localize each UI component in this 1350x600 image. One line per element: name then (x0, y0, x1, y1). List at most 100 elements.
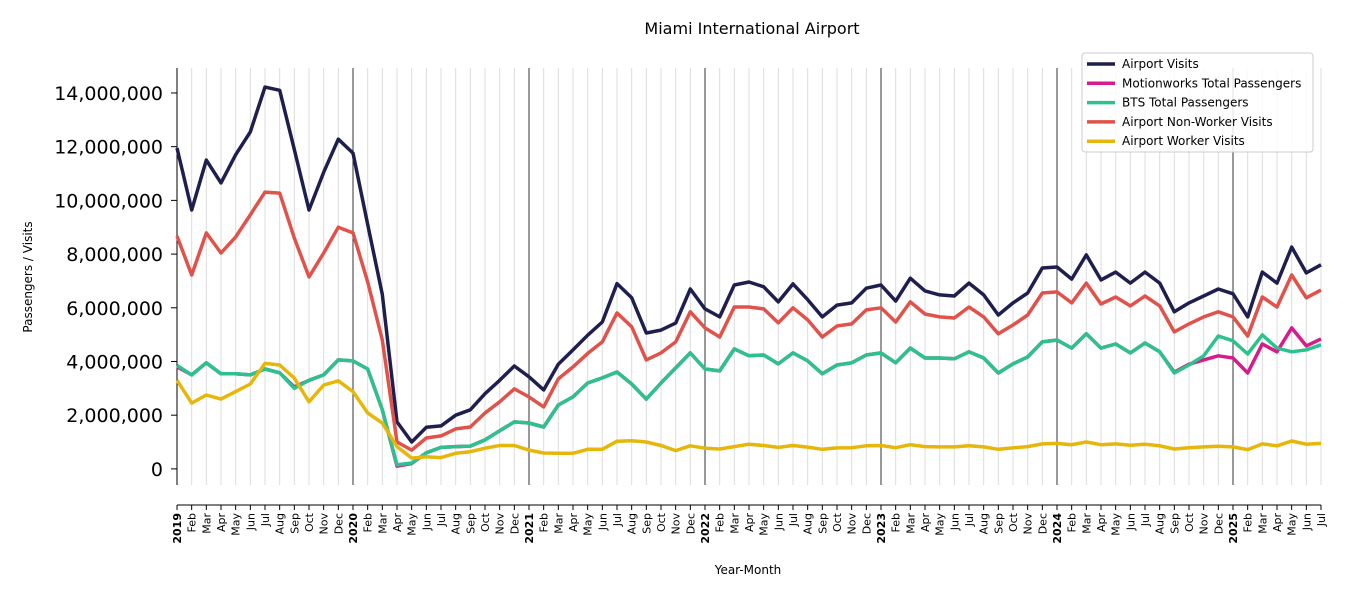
x-tick-label: Mar (1080, 513, 1093, 534)
x-axis: 2019 Feb Mar Apr May Jun Jul Aug Sep Oct Nov Dec 202… (171, 504, 1328, 544)
legend-label: Airport Visits (1122, 57, 1199, 71)
x-tick-label: 2020 (347, 513, 360, 544)
x-axis-label: Year-Month (714, 563, 782, 577)
y-axis-label: Passengers / Visits (21, 221, 35, 332)
x-tick-label: Jun (420, 513, 433, 531)
legend-label: Airport Worker Visits (1122, 134, 1245, 148)
legend: Airport Visits Motionworks Total Passenge… (1081, 52, 1314, 153)
series-line-airport-visits (175, 85, 1322, 444)
x-tick-label: Sep (464, 513, 477, 534)
x-tick-label: Nov (1022, 513, 1035, 535)
legend-label: Airport Non-Worker Visits (1122, 115, 1273, 129)
x-tick-label: May (1110, 513, 1123, 536)
x-tick-label: Nov (1198, 513, 1211, 535)
x-tick-label: Feb (362, 513, 375, 532)
x-tick-label: 2025 (1227, 513, 1240, 544)
x-tick-label: Oct (479, 512, 492, 532)
x-tick-label: May (1286, 513, 1299, 536)
x-tick-label: Sep (640, 513, 653, 534)
x-tick-label: Jun (244, 513, 257, 531)
x-tick-label: Aug (274, 513, 287, 534)
x-tick-label: Sep (1168, 513, 1181, 534)
x-tick-label: Aug (802, 513, 815, 534)
y-axis: 0 2,000,000 4,000,000 6,000,000 8,000,000 10,… (54, 68, 178, 485)
x-tick-label: Sep (992, 513, 1005, 534)
x-tick-label: Dec (860, 513, 873, 534)
x-tick-label: Jul (259, 513, 272, 527)
x-tick-label: Dec (508, 513, 521, 534)
y-tick-label: 8,000,000 (66, 244, 163, 266)
x-tick-label: Feb (1242, 513, 1255, 532)
y-tick-label: 14,000,000 (54, 83, 163, 105)
x-tick-label: Jun (772, 513, 785, 531)
x-tick-label: Aug (626, 513, 639, 534)
x-tick-label: May (758, 513, 771, 536)
x-tick-label: Aug (1154, 513, 1167, 534)
x-tick-label: 2019 (171, 513, 184, 544)
x-tick-label: Jul (1139, 513, 1152, 527)
x-tick-label: Nov (494, 513, 507, 535)
y-tick-label: 6,000,000 (66, 298, 163, 320)
y-tick-label: 0 (151, 459, 163, 481)
x-tick-label: Apr (1271, 513, 1284, 533)
x-tick-label: Mar (376, 513, 389, 534)
x-tick-label: Jun (948, 513, 961, 531)
x-tick-label: Nov (846, 513, 859, 535)
x-tick-label: Apr (215, 513, 228, 533)
x-tick-label: 2022 (699, 513, 712, 544)
x-tick-label: Jul (611, 513, 624, 527)
series-line-bts-total-passengers (176, 332, 1322, 467)
x-tick-label: Apr (567, 513, 580, 533)
x-tick-label: Nov (670, 513, 683, 535)
x-tick-label: Jul (787, 513, 800, 527)
x-tick-label: Mar (200, 513, 213, 534)
x-tick-label: Aug (978, 513, 991, 534)
x-tick-label: Mar (1256, 513, 1269, 534)
x-tick-label: 2023 (875, 513, 888, 544)
x-tick-label: May (230, 513, 243, 536)
x-tick-label: Apr (743, 513, 756, 533)
x-tick-label: Jun (596, 513, 609, 531)
x-tick-label: Jun (1300, 513, 1313, 531)
x-tick-label: Feb (1066, 513, 1079, 532)
x-tick-label: Aug (450, 513, 463, 534)
x-tick-label: Apr (391, 513, 404, 533)
x-tick-label: Feb (538, 513, 551, 532)
x-tick-label: Dec (1212, 513, 1225, 534)
x-tick-label: Oct (1007, 512, 1020, 532)
legend-label: BTS Total Passengers (1122, 96, 1249, 110)
legend-box (1081, 52, 1314, 153)
x-tick-label: Jul (1315, 513, 1328, 527)
y-tick-label: 4,000,000 (66, 351, 163, 373)
x-tick-label: Mar (552, 513, 565, 534)
x-tick-label: Oct (303, 512, 316, 532)
chart-title: Miami International Airport (644, 19, 859, 38)
x-tick-label: 2021 (523, 513, 536, 544)
x-tick-label: Apr (919, 513, 932, 533)
x-tick-label: May (582, 513, 595, 536)
x-tick-label: Feb (890, 513, 903, 532)
x-tick-label: May (934, 513, 947, 536)
x-tick-label: Oct (831, 512, 844, 532)
x-tick-label: Feb (714, 513, 727, 532)
x-tick-label: Sep (288, 513, 301, 534)
x-tick-label: Jun (1124, 513, 1137, 531)
legend-label: Motionworks Total Passengers (1122, 76, 1301, 90)
x-tick-label: 2024 (1051, 513, 1064, 544)
y-tick-label: 10,000,000 (54, 190, 163, 212)
x-tick-label: Dec (1036, 513, 1049, 534)
x-tick-label: Nov (318, 513, 331, 535)
x-tick-label: Sep (816, 513, 829, 534)
series-line-airport-non-worker-visits (175, 190, 1322, 452)
x-tick-label: Dec (332, 513, 345, 534)
x-tick-label: Feb (186, 513, 199, 532)
x-tick-label: Apr (1095, 513, 1108, 533)
series-line-airport-worker-visits (175, 361, 1322, 460)
x-tick-label: Jul (963, 513, 976, 527)
x-tick-label: Oct (655, 512, 668, 532)
series-lines (175, 85, 1322, 468)
x-tick-label: Mar (728, 513, 741, 534)
y-tick-label: 12,000,000 (54, 137, 163, 159)
x-tick-label: Jul (435, 513, 448, 527)
